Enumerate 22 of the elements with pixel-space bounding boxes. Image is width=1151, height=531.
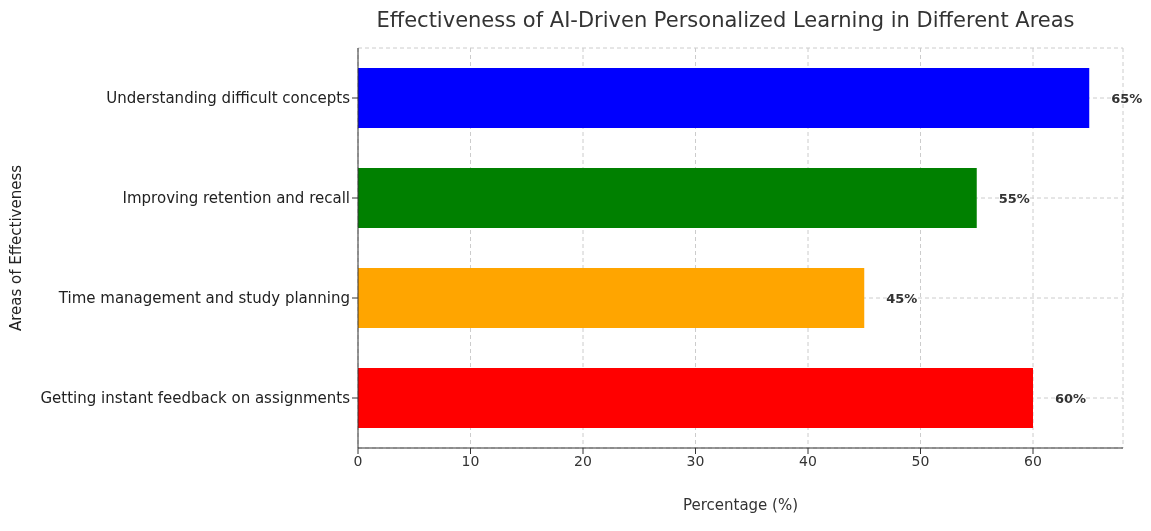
data-label: 55% <box>998 190 1030 206</box>
y-tick-label: Getting instant feedback on assignments <box>40 389 351 408</box>
data-label: 65% <box>1111 90 1143 106</box>
y-tick-label: Improving retention and recall <box>122 189 350 208</box>
bar <box>358 268 865 328</box>
y-tick-label: Understanding difficult concepts <box>106 89 351 108</box>
y-axis-title: Areas of Effectiveness <box>7 164 26 332</box>
data-label: 60% <box>1055 390 1087 406</box>
bar <box>358 368 1033 428</box>
x-tick-label: 60 <box>1024 452 1042 469</box>
x-tick-label: 20 <box>574 452 592 469</box>
x-tick-label: 50 <box>911 452 930 469</box>
x-tick-label: 10 <box>461 452 480 469</box>
chart-title: Effectiveness of AI-Driven Personalized Learning in Different Areas <box>375 8 1076 34</box>
data-label: 45% <box>886 290 918 306</box>
bar <box>358 68 1090 128</box>
x-tick-label: 0 <box>353 452 363 469</box>
x-tick-label: 30 <box>686 452 705 469</box>
x-tick-label: 40 <box>799 452 817 469</box>
y-tick-label: Time management and study planning <box>57 289 350 308</box>
bar <box>358 168 977 228</box>
x-axis-title: Percentage (%) <box>682 496 799 514</box>
